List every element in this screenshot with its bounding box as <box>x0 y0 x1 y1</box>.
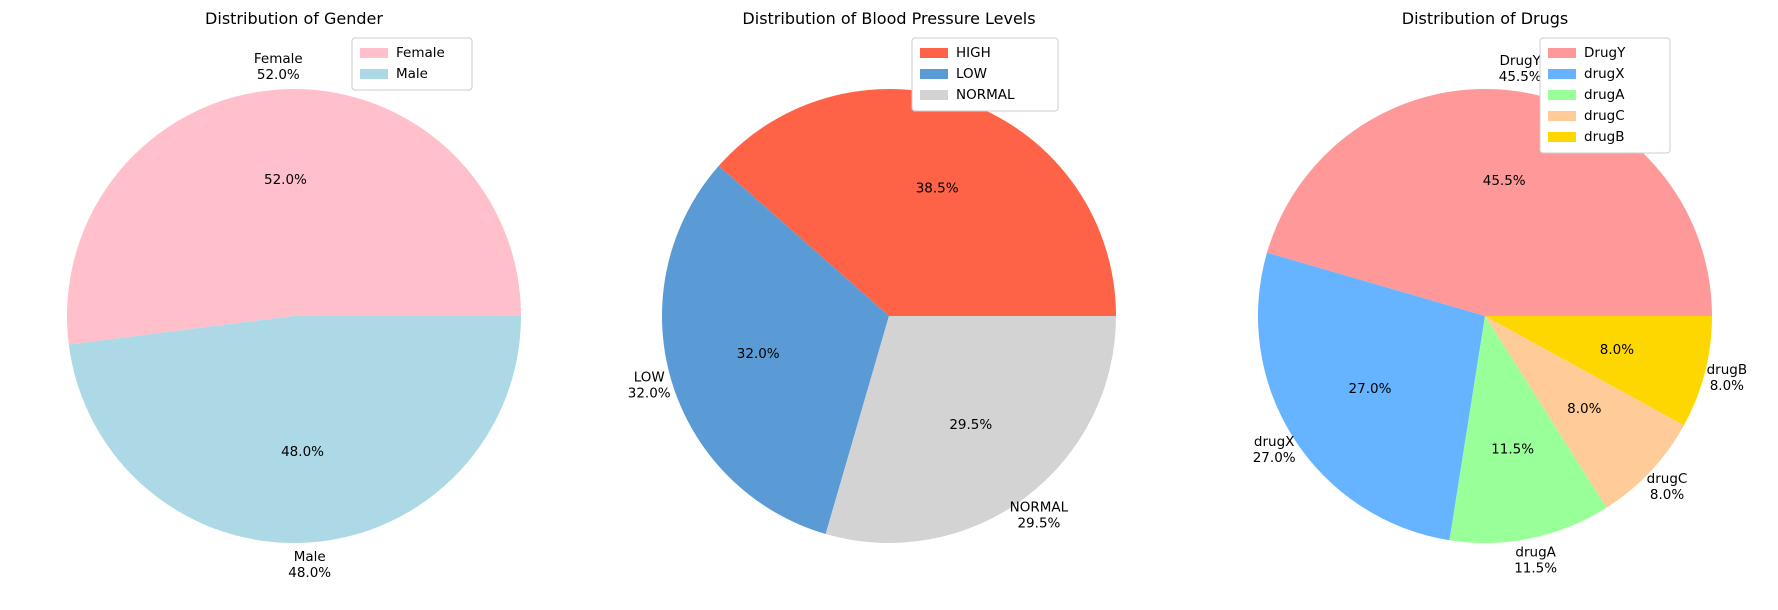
slices-layer <box>1257 88 1712 544</box>
legend-label-female: Female <box>396 45 445 61</box>
chart-title: Distribution of Blood Pressure Levels <box>742 9 1035 28</box>
legend-label-druga: drugA <box>1584 87 1625 103</box>
legend-swatch-male <box>360 69 388 79</box>
legend-swatch-normal <box>920 90 948 100</box>
pct-label-female: 52.0% <box>264 172 307 188</box>
slices-layer <box>661 88 1116 544</box>
pie-chart-drugs: Distribution of Drugs 45.5% DrugY 45.5% 27.… <box>1253 9 1747 577</box>
pie-slice-drugb <box>1485 316 1712 426</box>
legend-label-high: HIGH <box>956 45 991 61</box>
pie-slice-druga <box>1449 316 1607 544</box>
legend-label-male: Male <box>396 66 428 82</box>
pct-label-drugb: 8.0% <box>1600 342 1634 358</box>
legend-swatch-female <box>360 48 388 58</box>
legend-label-normal: NORMAL <box>956 87 1015 103</box>
legend-label-drugb: drugB <box>1584 129 1625 145</box>
pie-slice-high <box>718 88 1116 317</box>
legend: DrugY drugX drugA drugC drugB <box>1539 37 1671 154</box>
legend: Female Male <box>351 37 473 91</box>
pct-label-druga: 11.5% <box>1491 441 1534 457</box>
slice-label-drugy: DrugY 45.5% <box>1499 53 1542 85</box>
slice-label-low: LOW 32.0% <box>628 370 671 402</box>
pie-chart-gender: Distribution of Gender 52.0% Female 52.0% 4… <box>66 9 522 581</box>
legend-frame <box>1539 37 1671 154</box>
slice-label-drugb: drugB 8.0% <box>1707 362 1748 394</box>
slice-label-druga: drugA 11.5% <box>1514 545 1557 577</box>
pie-slice-normal <box>825 316 1116 544</box>
slice-label-drugx: drugX 27.0% <box>1253 434 1296 466</box>
slices-layer <box>66 88 522 543</box>
legend-swatch-drugc <box>1548 111 1576 121</box>
chart-title: Distribution of Drugs <box>1402 9 1568 28</box>
legend-label-drugx: drugX <box>1584 66 1625 82</box>
pie-slice-drugx <box>1257 252 1485 541</box>
pct-label-drugy: 45.5% <box>1483 173 1526 189</box>
legend-frame <box>911 37 1059 112</box>
labels-layer: 45.5% DrugY 45.5% 27.0% drugX 27.0% 11.5% drugA… <box>1253 53 1747 577</box>
legend-swatch-drugy <box>1548 48 1576 58</box>
legend-swatch-druga <box>1548 90 1576 100</box>
pct-label-high: 38.5% <box>916 181 959 197</box>
slice-label-female: Female 52.0% <box>254 51 303 83</box>
pct-label-male: 48.0% <box>281 444 324 460</box>
pie-slice-low <box>661 165 889 534</box>
legend-swatch-drugx <box>1548 69 1576 79</box>
legend-label-drugc: drugC <box>1584 108 1625 124</box>
legend: HIGH LOW NORMAL <box>911 37 1059 112</box>
legend-label-drugy: DrugY <box>1584 45 1626 61</box>
pct-label-drugc: 8.0% <box>1567 401 1601 417</box>
chart-title: Distribution of Gender <box>205 9 383 28</box>
slice-label-male: Male 48.0% <box>288 549 331 581</box>
slice-label-normal: NORMAL 29.5% <box>1010 500 1069 532</box>
pct-label-normal: 29.5% <box>949 417 992 433</box>
slice-label-drugc: drugC 8.0% <box>1647 471 1688 503</box>
pct-label-low: 32.0% <box>737 346 780 362</box>
legend-label-low: LOW <box>956 66 987 82</box>
pie-slice-drugc <box>1485 316 1684 508</box>
legend-swatch-low <box>920 69 948 79</box>
legend-swatch-drugb <box>1548 132 1576 142</box>
labels-layer: 52.0% Female 52.0% 48.0% Male 48.0% <box>254 51 331 581</box>
legend-swatch-high <box>920 48 948 58</box>
pie-slice-male <box>68 316 521 543</box>
pie-slice-female <box>66 88 522 345</box>
pct-label-drugx: 27.0% <box>1349 381 1392 397</box>
pie-chart-blood-pressure: Distribution of Blood Pressure Levels 38… <box>628 9 1116 544</box>
